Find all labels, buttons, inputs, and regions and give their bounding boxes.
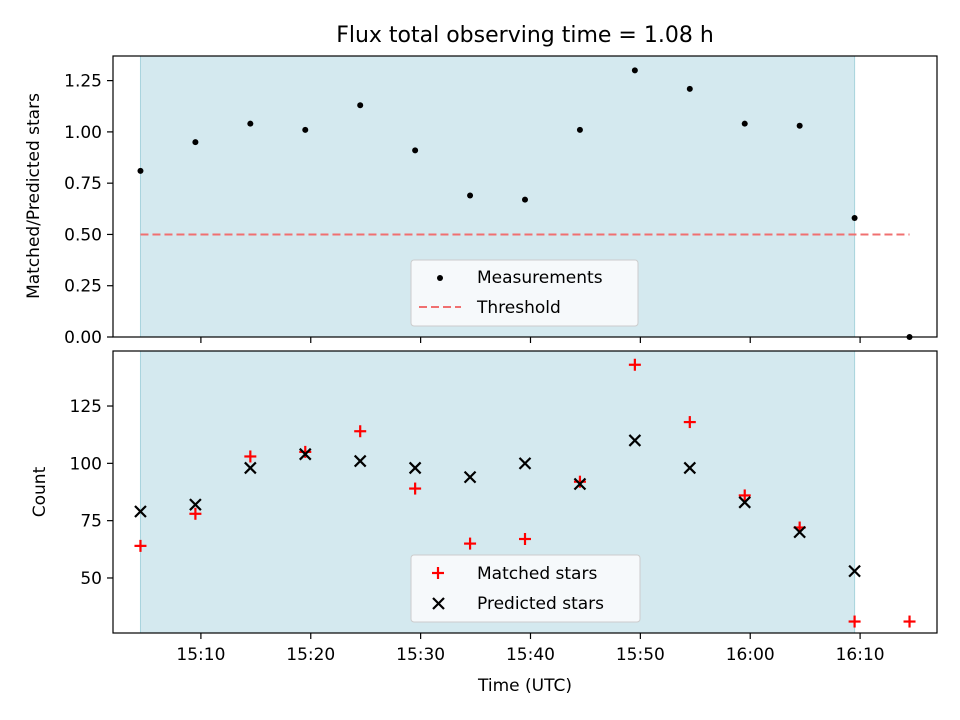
predicted-star-point: [738, 496, 752, 509]
bottom-y-ticks: 50 75 100 125: [70, 397, 113, 589]
measurement-point: [686, 85, 693, 92]
bottom-x-ticks: 15:10 15:20 15:30 15:40 15:50 16:00 16:10: [176, 633, 885, 665]
measurements-legend-label: Measurements: [477, 268, 603, 288]
matched-star-point: [903, 615, 916, 628]
measurement-points: [137, 67, 913, 340]
measurement-point: [796, 122, 803, 129]
matched-star-point: [354, 425, 367, 438]
matched-star-point: [464, 537, 477, 550]
top-y-tick-label: 1.00: [64, 123, 102, 143]
matched-legend-marker: [432, 567, 444, 579]
measurement-point: [357, 102, 364, 109]
measurement-point: [741, 120, 748, 127]
matched-star-point: [683, 416, 696, 429]
matched-star-point: [409, 482, 422, 495]
bottom-panel: 50 75 100 125 15:10 15:20 15:30 15:40 15:50 16:0…: [30, 350, 938, 696]
top-y-ticks: 0.00 0.25 0.50 0.75 1.00 1.25: [64, 72, 113, 348]
measurement-point: [247, 120, 254, 127]
chart-title: Flux total observing time = 1.08 h: [336, 23, 714, 48]
predicted-star-point: [683, 461, 697, 475]
x-tick-label: 15:30: [396, 645, 445, 665]
bottom-y-label: Count: [30, 466, 50, 517]
predicted-star-point: [793, 525, 806, 539]
predicted-star-point: [848, 564, 861, 578]
predicted-star-point: [189, 498, 202, 511]
predicted-star-point: [628, 434, 642, 447]
top-y-tick-label: 0.25: [64, 277, 102, 297]
predicted-star-points: [134, 434, 861, 578]
bottom-axes-frame: [112, 350, 938, 634]
predicted-star-point: [408, 461, 422, 475]
x-tick-label: 16:10: [836, 645, 885, 665]
predicted-star-point: [573, 477, 587, 491]
predicted-star-point: [353, 454, 367, 468]
top-y-label: Matched/Predicted stars: [24, 93, 44, 299]
bottom-y-tick-label: 75: [80, 512, 102, 532]
matched-star-point: [848, 615, 861, 628]
predicted-star-point: [134, 505, 147, 518]
matched-star-point: [244, 450, 257, 463]
matched-legend-label: Matched stars: [477, 564, 597, 584]
predicted-star-point: [244, 461, 257, 475]
top-panel: 0.00 0.25 0.50 0.75 1.00 1.25 Matched/Predict…: [24, 55, 938, 348]
top-axes-frame: [112, 55, 938, 338]
measurement-point: [851, 215, 858, 222]
matched-star-point: [134, 539, 147, 552]
matched-star-point: [189, 507, 202, 520]
top-y-tick-label: 0.50: [64, 225, 102, 245]
measurement-point: [522, 196, 528, 203]
matched-star-point: [628, 358, 641, 371]
predicted-legend-label: Predicted stars: [477, 594, 604, 614]
matched-star-point: [738, 489, 751, 502]
top-y-tick-label: 0.00: [64, 328, 102, 348]
predicted-star-point: [463, 470, 477, 484]
top-y-tick-label: 0.75: [64, 174, 102, 194]
x-tick-label: 15:10: [176, 645, 225, 665]
predicted-star-point: [518, 457, 532, 470]
measurement-point: [631, 67, 638, 74]
measurement-point: [412, 147, 419, 154]
matched-star-point: [519, 533, 531, 545]
predicted-star-point: [298, 447, 312, 461]
measurement-point: [467, 192, 474, 199]
bottom-y-tick-label: 125: [70, 397, 102, 417]
matched-star-point: [573, 475, 586, 488]
x-tick-label: 15:40: [506, 645, 555, 665]
top-legend: Measurements Threshold: [410, 259, 639, 327]
measurement-point: [302, 126, 309, 133]
measurement-point: [137, 167, 144, 174]
bottom-legend: Matched stars Predicted stars: [410, 554, 641, 623]
x-tick-label: 16:00: [726, 645, 775, 665]
matched-star-point: [299, 445, 312, 458]
bottom-y-tick-label: 50: [80, 569, 102, 589]
x-axis-label: Time (UTC): [477, 676, 572, 696]
x-tick-label: 15:50: [616, 645, 665, 665]
measurements-legend-marker: [437, 275, 443, 281]
x-tick-label: 15:20: [286, 645, 335, 665]
top-x-ticks: [200, 337, 861, 343]
threshold-legend-label: Threshold: [476, 298, 561, 318]
measurement-point: [576, 126, 583, 133]
bottom-y-tick-label: 100: [70, 454, 102, 474]
measurement-point: [192, 139, 199, 146]
predicted-legend-marker: [432, 597, 445, 610]
top-y-tick-label: 1.25: [64, 72, 102, 92]
